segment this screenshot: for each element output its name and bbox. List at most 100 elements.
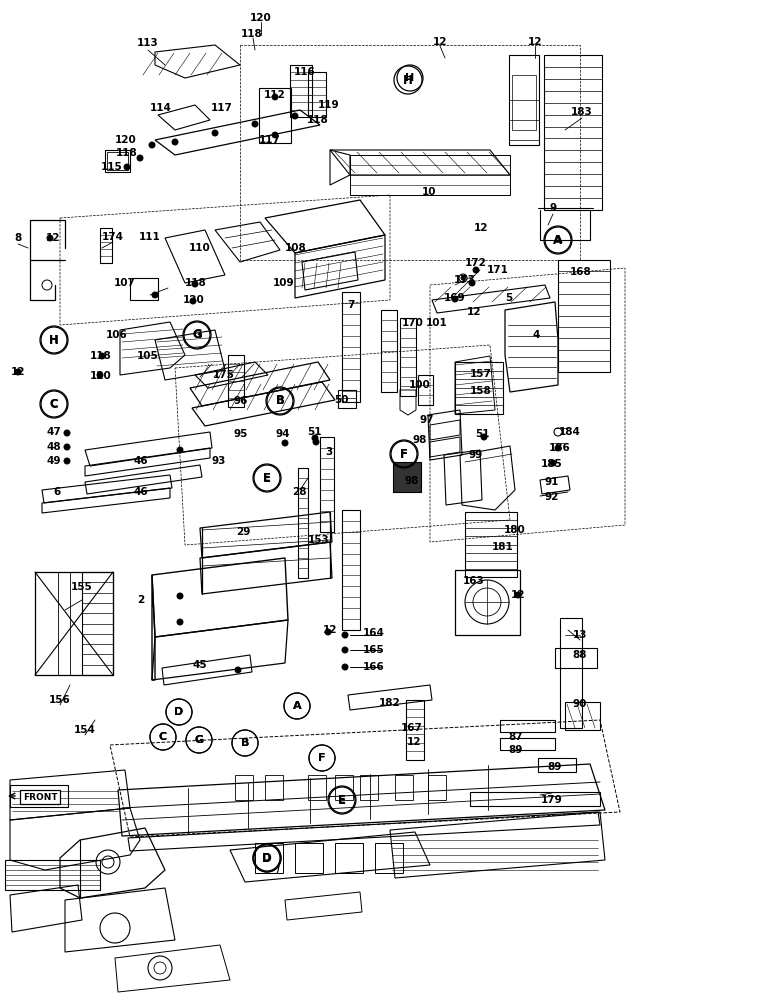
Text: H: H bbox=[403, 74, 413, 87]
Circle shape bbox=[190, 298, 196, 304]
Text: 183: 183 bbox=[571, 107, 593, 117]
Text: 28: 28 bbox=[292, 487, 307, 497]
Bar bbox=[455, 570, 520, 635]
Text: 107: 107 bbox=[114, 278, 136, 288]
Text: 96: 96 bbox=[234, 396, 249, 406]
Circle shape bbox=[550, 460, 556, 466]
Circle shape bbox=[252, 121, 258, 127]
Bar bbox=[544, 55, 602, 210]
Bar bbox=[100, 228, 112, 263]
Text: G: G bbox=[192, 328, 201, 342]
Bar bbox=[290, 65, 312, 117]
Text: H: H bbox=[49, 335, 59, 345]
Text: 175: 175 bbox=[213, 370, 235, 380]
Bar bbox=[560, 618, 582, 728]
Text: 7: 7 bbox=[347, 300, 354, 310]
Circle shape bbox=[47, 235, 53, 241]
Text: 108: 108 bbox=[285, 243, 307, 253]
Circle shape bbox=[555, 445, 561, 451]
Text: 110: 110 bbox=[189, 243, 211, 253]
Bar bbox=[512, 75, 536, 130]
Text: F: F bbox=[318, 753, 325, 763]
Circle shape bbox=[312, 435, 318, 441]
Text: 12: 12 bbox=[510, 590, 525, 600]
Text: 117: 117 bbox=[211, 103, 233, 113]
Text: 109: 109 bbox=[273, 278, 295, 288]
Text: 181: 181 bbox=[492, 542, 514, 552]
Circle shape bbox=[177, 447, 183, 453]
Text: 12: 12 bbox=[407, 737, 421, 747]
Text: 87: 87 bbox=[509, 732, 523, 742]
Text: FRONT: FRONT bbox=[22, 792, 56, 800]
Circle shape bbox=[172, 139, 178, 145]
Text: 47: 47 bbox=[46, 427, 61, 437]
Text: 92: 92 bbox=[545, 492, 559, 502]
Text: 100: 100 bbox=[409, 380, 431, 390]
Text: E: E bbox=[338, 794, 346, 806]
Text: 154: 154 bbox=[74, 725, 96, 735]
Circle shape bbox=[149, 142, 155, 148]
Bar bbox=[308, 775, 326, 800]
Text: 173: 173 bbox=[454, 275, 476, 285]
Bar bbox=[335, 775, 353, 800]
Text: 29: 29 bbox=[236, 527, 250, 537]
Bar bbox=[428, 775, 446, 800]
Text: 163: 163 bbox=[463, 576, 485, 586]
Text: 114: 114 bbox=[150, 103, 172, 113]
Circle shape bbox=[192, 281, 198, 287]
Text: 115: 115 bbox=[101, 162, 123, 172]
Bar bbox=[406, 700, 424, 760]
Text: 118: 118 bbox=[307, 115, 328, 125]
Text: A: A bbox=[292, 701, 301, 711]
Text: 48: 48 bbox=[47, 442, 61, 452]
Text: 119: 119 bbox=[318, 100, 339, 110]
Text: G: G bbox=[194, 735, 204, 745]
Text: 46: 46 bbox=[134, 487, 148, 497]
Text: 99: 99 bbox=[469, 450, 483, 460]
Circle shape bbox=[152, 292, 158, 298]
Circle shape bbox=[177, 619, 183, 625]
Text: E: E bbox=[263, 473, 270, 483]
Text: 49: 49 bbox=[47, 456, 61, 466]
Text: 101: 101 bbox=[426, 318, 448, 328]
Text: 12: 12 bbox=[474, 223, 488, 233]
Text: B: B bbox=[276, 396, 284, 406]
Text: 120: 120 bbox=[183, 295, 205, 305]
Text: E: E bbox=[263, 472, 271, 485]
Text: 165: 165 bbox=[363, 645, 385, 655]
Circle shape bbox=[342, 647, 348, 653]
Text: 156: 156 bbox=[49, 695, 71, 705]
Text: 91: 91 bbox=[545, 477, 559, 487]
Text: 120: 120 bbox=[250, 13, 272, 23]
Text: A: A bbox=[292, 701, 301, 711]
Text: 105: 105 bbox=[137, 351, 159, 361]
Circle shape bbox=[515, 592, 521, 598]
Circle shape bbox=[177, 593, 183, 599]
Text: E: E bbox=[338, 795, 346, 805]
Text: 182: 182 bbox=[379, 698, 401, 708]
Bar bbox=[259, 88, 291, 143]
Text: H: H bbox=[405, 73, 415, 83]
Circle shape bbox=[292, 113, 298, 119]
Circle shape bbox=[325, 629, 331, 635]
Bar bbox=[35, 572, 113, 675]
Text: FRONT: FRONT bbox=[23, 792, 57, 802]
Text: 51: 51 bbox=[475, 429, 489, 439]
Bar bbox=[105, 150, 130, 172]
Text: 45: 45 bbox=[193, 660, 207, 670]
Text: 118: 118 bbox=[241, 29, 263, 39]
Text: 51: 51 bbox=[307, 427, 321, 437]
Circle shape bbox=[124, 164, 130, 170]
Bar bbox=[393, 462, 421, 492]
Text: 106: 106 bbox=[106, 330, 128, 340]
Text: D: D bbox=[174, 707, 183, 717]
Bar bbox=[342, 510, 360, 630]
Text: H: H bbox=[49, 334, 59, 347]
Text: 117: 117 bbox=[259, 135, 281, 145]
Bar bbox=[308, 72, 326, 117]
Text: 12: 12 bbox=[528, 37, 543, 47]
Circle shape bbox=[282, 440, 288, 446]
Text: 12: 12 bbox=[11, 367, 25, 377]
Circle shape bbox=[473, 267, 479, 273]
Text: 172: 172 bbox=[465, 258, 487, 268]
